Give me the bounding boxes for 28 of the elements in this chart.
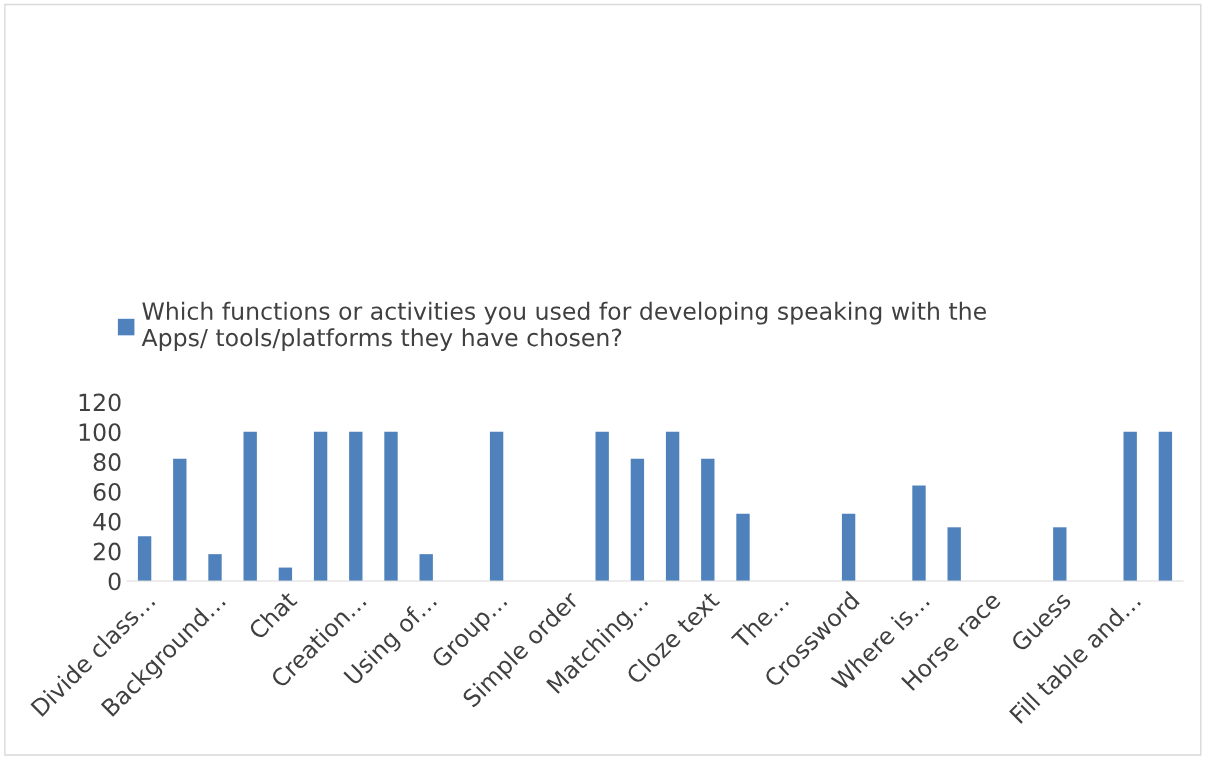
y-tick-label: 120: [79, 393, 121, 412]
bar: [665, 431, 680, 581]
bar: [1158, 431, 1173, 581]
bar: [630, 458, 645, 581]
y-tick-label: 40: [93, 512, 121, 531]
bar: [912, 485, 926, 581]
bar: [841, 513, 856, 581]
bar: [208, 554, 222, 581]
bar: [313, 431, 328, 581]
bar: [349, 431, 363, 581]
bar: [489, 431, 504, 581]
bar: [173, 458, 187, 581]
y-tick-label: 60: [93, 482, 121, 501]
bar: [701, 458, 715, 581]
bar: [419, 554, 433, 581]
y-tick-label: 80: [93, 453, 121, 471]
y-tick-label: 100: [79, 423, 121, 442]
bar: [243, 431, 257, 581]
bar: [1123, 431, 1137, 581]
bar: [736, 513, 750, 581]
bar: [595, 431, 609, 581]
bar: [137, 536, 152, 581]
y-tick-label: 0: [108, 572, 121, 591]
legend-label: Which functions or activities you used for developing speaking with the Apps/ tools/platforms they have chosen?: [141, 301, 986, 351]
bar: [1053, 527, 1067, 581]
y-tick-label: 20: [93, 542, 121, 561]
bar: [384, 431, 398, 581]
bar: [947, 527, 961, 581]
